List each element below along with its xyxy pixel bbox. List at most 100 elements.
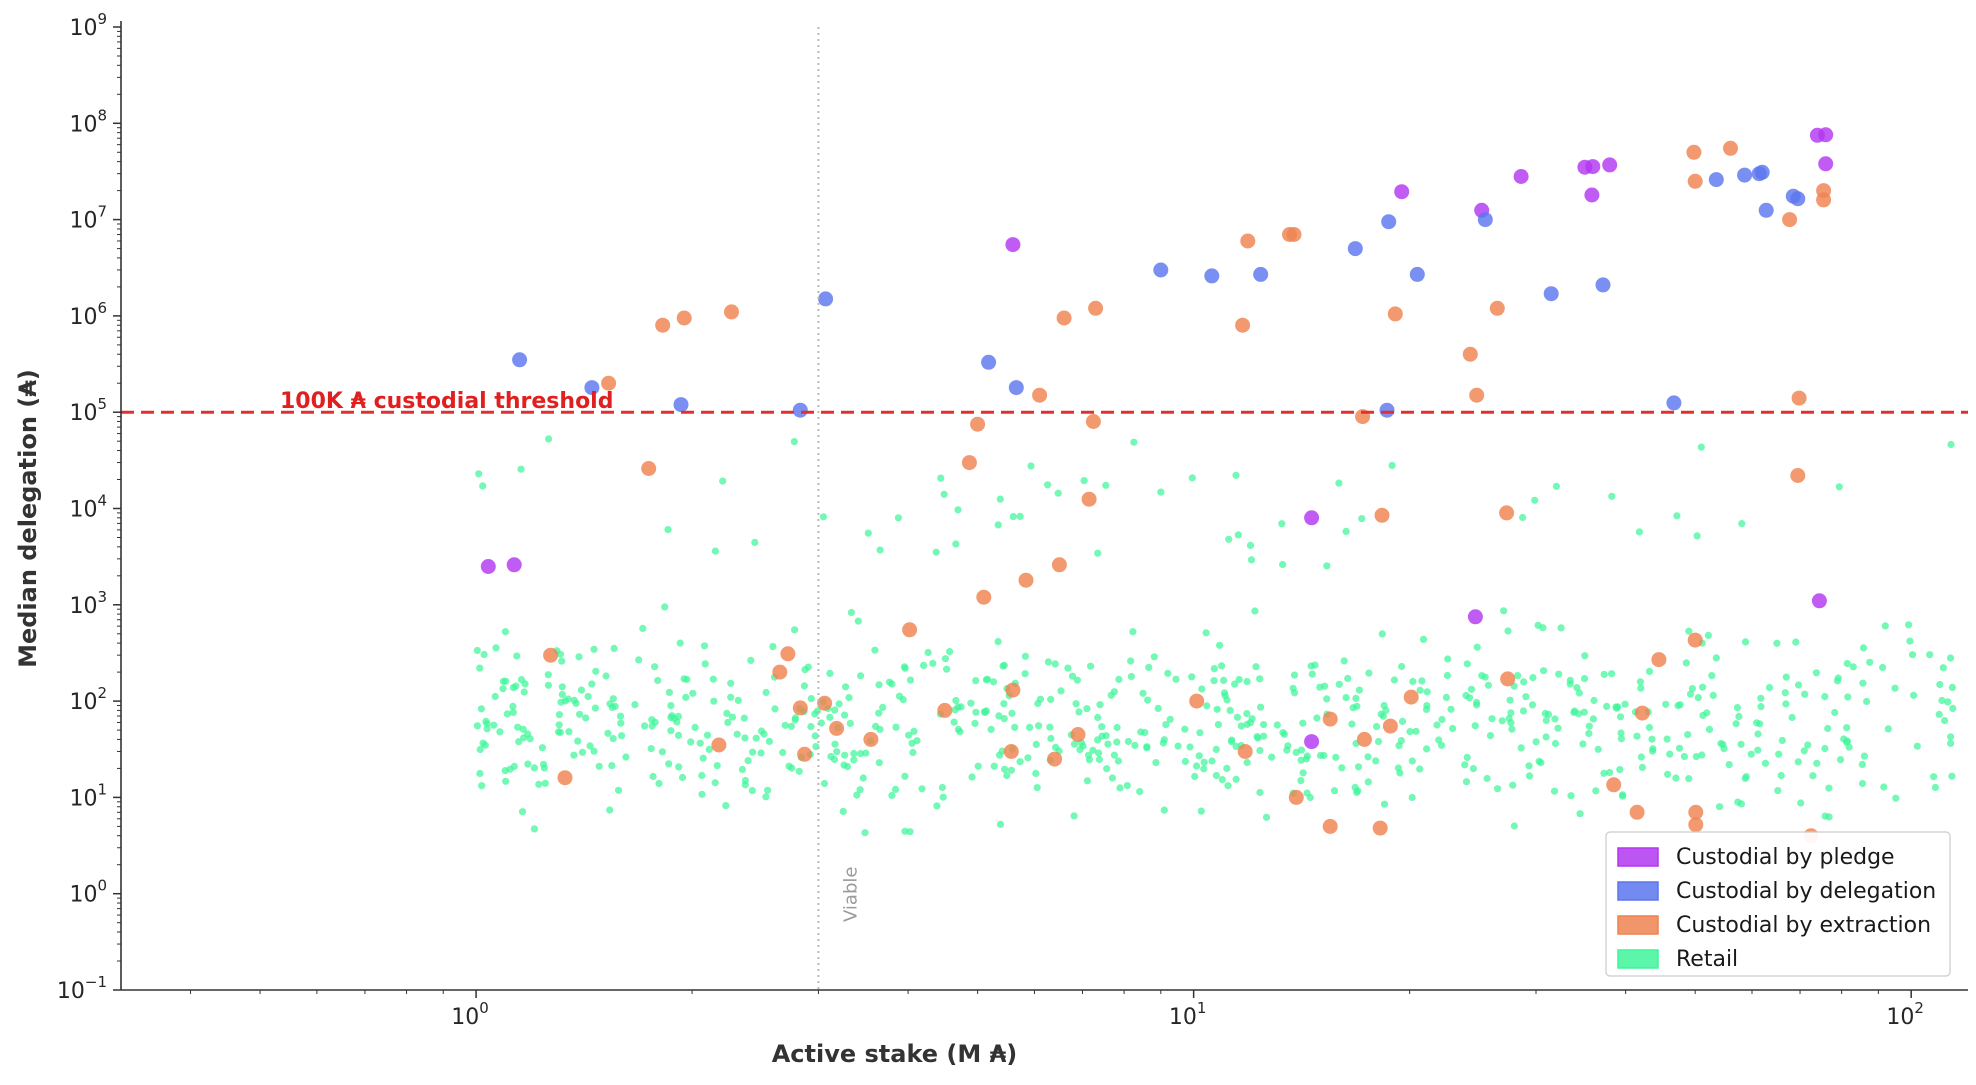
retail-point <box>939 793 947 801</box>
retail-point <box>1732 720 1740 728</box>
retail-point <box>795 767 803 775</box>
retail-point <box>950 718 958 726</box>
custodial-by-extraction-point <box>711 737 727 753</box>
retail-point <box>875 681 883 689</box>
retail-point <box>1051 660 1059 668</box>
retail-point <box>1342 527 1350 536</box>
y-tick-label: 101 <box>69 780 107 811</box>
custodial-by-extraction-point <box>970 416 986 432</box>
retail-point <box>1070 812 1078 820</box>
retail-point <box>1709 691 1717 700</box>
retail-point <box>1257 703 1265 711</box>
retail-point <box>1127 657 1135 665</box>
retail-point <box>1115 675 1123 684</box>
retail-point <box>1567 792 1575 800</box>
retail-point <box>1616 713 1625 721</box>
retail-point <box>1664 770 1672 778</box>
retail-point <box>1054 489 1062 497</box>
retail-point <box>665 760 673 768</box>
retail-point <box>1843 724 1851 732</box>
retail-point <box>1070 740 1079 748</box>
custodial-by-pledge-point <box>1602 157 1618 173</box>
retail-point <box>649 772 657 781</box>
retail-point <box>1542 733 1550 741</box>
retail-point <box>1358 515 1366 523</box>
retail-point <box>820 779 829 788</box>
retail-point <box>700 642 709 650</box>
custodial-by-extraction-point <box>1816 192 1832 208</box>
custodial-by-extraction-point <box>1235 317 1251 333</box>
retail-point <box>909 748 917 757</box>
custodial-by-extraction-point <box>1081 491 1097 507</box>
retail-point <box>812 743 820 751</box>
retail-point <box>558 683 566 691</box>
retail-point <box>1800 747 1808 755</box>
retail-point <box>1891 684 1899 692</box>
retail-point <box>1154 704 1162 713</box>
retail-point <box>1437 741 1446 749</box>
retail-point <box>769 643 777 651</box>
retail-point <box>705 745 713 754</box>
retail-point <box>1555 670 1563 678</box>
legend-box <box>1605 831 1951 977</box>
retail-point <box>1330 787 1339 795</box>
retail-point <box>575 653 583 661</box>
retail-point <box>1519 513 1527 522</box>
retail-point <box>1110 751 1118 759</box>
retail-point <box>1589 715 1597 723</box>
retail-point <box>517 465 525 473</box>
custodial-by-extraction-point <box>543 647 559 663</box>
retail-point <box>1462 691 1470 700</box>
custodial-by-extraction-point <box>1790 468 1806 483</box>
retail-point <box>1116 784 1124 792</box>
retail-point <box>850 749 858 758</box>
retail-point <box>576 710 584 718</box>
retail-point <box>1926 651 1934 659</box>
retail-point <box>1836 756 1845 764</box>
retail-point <box>1127 672 1135 681</box>
retail-point <box>1080 477 1088 485</box>
retail-point <box>617 719 625 727</box>
retail-point <box>1160 806 1168 814</box>
retail-point <box>1754 730 1762 738</box>
retail-point <box>1382 706 1390 715</box>
retail-point <box>544 681 553 689</box>
retail-point <box>1493 785 1502 793</box>
retail-point <box>757 727 766 735</box>
retail-point <box>1188 673 1196 681</box>
retail-point <box>610 644 618 653</box>
retail-point <box>1026 723 1034 732</box>
custodial-by-extraction-point <box>1403 689 1419 705</box>
retail-point <box>971 719 979 728</box>
retail-point <box>1693 532 1701 540</box>
retail-point <box>1484 681 1492 689</box>
retail-point <box>1765 684 1774 692</box>
retail-point <box>1290 671 1299 679</box>
retail-point <box>557 698 565 706</box>
retail-point <box>727 693 735 701</box>
y-tick-label: 104 <box>69 492 107 523</box>
retail-point <box>1044 481 1052 489</box>
x-tick-label: 100 <box>451 999 489 1030</box>
retail-point <box>741 734 749 742</box>
retail-point <box>530 764 539 772</box>
retail-point <box>1619 792 1627 800</box>
retail-point <box>592 667 600 675</box>
retail-point <box>1246 541 1255 550</box>
retail-point <box>1775 750 1783 758</box>
retail-point <box>1949 704 1957 713</box>
retail-point <box>478 782 486 790</box>
retail-point <box>1471 722 1479 730</box>
retail-point <box>1685 775 1693 783</box>
retail-point <box>1408 793 1416 802</box>
retail-point <box>1203 702 1211 710</box>
retail-point <box>635 656 643 664</box>
retail-point <box>722 802 730 810</box>
retail-point <box>751 538 759 547</box>
retail-point <box>1130 438 1138 446</box>
retail-point <box>1879 663 1887 672</box>
custodial-by-delegation-point <box>1153 262 1169 278</box>
retail-point <box>892 723 900 731</box>
retail-point <box>1594 745 1602 753</box>
retail-point <box>710 697 718 705</box>
